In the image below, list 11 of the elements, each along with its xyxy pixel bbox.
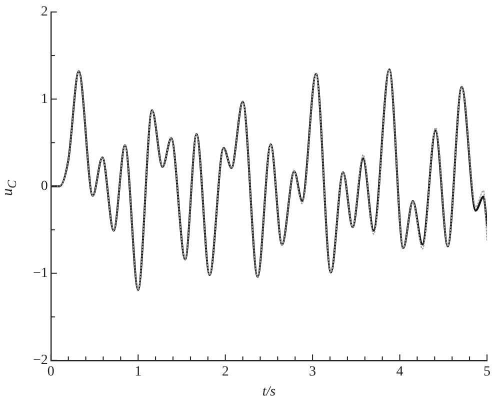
x-tick-label: 4 — [396, 364, 404, 380]
x-tick-label: 1 — [134, 364, 142, 380]
y-tick-label: 0 — [40, 178, 48, 194]
x-tick-label: 3 — [309, 364, 316, 380]
y-tick-label: −2 — [32, 353, 48, 368]
y-tick-label: 2 — [40, 4, 48, 20]
x-tick-label: 5 — [484, 364, 490, 380]
y-tick-label: 1 — [40, 92, 48, 107]
y-tick-label: −1 — [32, 266, 48, 281]
x-tick-label: 2 — [222, 364, 229, 380]
x-axis-title: t/s — [262, 384, 276, 400]
